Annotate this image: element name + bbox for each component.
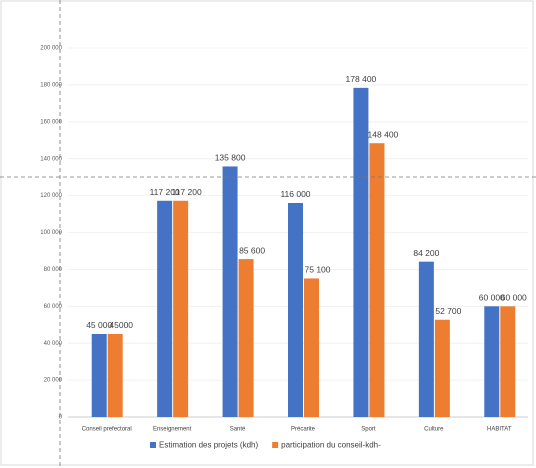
legend-label: Estimation des projets (kdh) xyxy=(159,441,258,450)
legend-swatch xyxy=(150,442,156,448)
value-label: 117 200 xyxy=(172,187,202,197)
bar xyxy=(173,200,189,417)
value-label: 45000 xyxy=(109,320,133,330)
y-tick-label: 180 000 xyxy=(40,82,62,88)
y-tick-label: 0 xyxy=(59,415,63,421)
bar xyxy=(304,278,319,417)
value-label: 85 600 xyxy=(239,245,265,255)
bar xyxy=(434,319,450,417)
value-label: 135 800 xyxy=(215,153,246,163)
x-tick-label: Précarite xyxy=(291,427,316,433)
legend-swatch xyxy=(272,442,279,448)
value-label: 60 000 xyxy=(479,293,505,303)
value-label: 84 200 xyxy=(413,248,439,258)
bar xyxy=(500,306,516,417)
bar xyxy=(418,261,434,417)
y-tick-label: 120 000 xyxy=(40,193,62,199)
x-tick-label: HABITAT xyxy=(487,427,512,433)
bar xyxy=(107,333,123,417)
x-tick-label: Sport xyxy=(361,427,376,433)
value-label: 116 000 xyxy=(280,189,310,199)
value-label: 75 100 xyxy=(305,265,331,275)
value-label: 117 200 xyxy=(150,187,180,197)
value-label: 52 700 xyxy=(435,306,461,316)
bar xyxy=(353,87,369,418)
value-label: 178 400 xyxy=(346,74,377,84)
bar xyxy=(238,259,254,417)
value-label: 60 000 xyxy=(501,293,527,303)
y-tick-label: 60 000 xyxy=(44,304,63,310)
value-label: 45 000 xyxy=(86,320,112,330)
bar xyxy=(157,200,173,417)
bar xyxy=(91,333,107,417)
bar xyxy=(484,306,500,417)
legend-label: participation du conseil-kdh- xyxy=(281,441,381,450)
y-tick-label: 140 000 xyxy=(40,156,62,162)
x-tick-label: Enseignement xyxy=(153,427,192,433)
x-tick-label: Conseil prefectoral xyxy=(82,427,132,433)
bar xyxy=(222,166,238,417)
grid: 0 20 000 40 000 60 000 80 000 100 000 120 000 1… xyxy=(40,46,528,421)
y-tick-label: 160 000 xyxy=(40,119,62,125)
y-tick-label: 100 000 xyxy=(40,230,62,236)
y-tick-label: 40 000 xyxy=(44,341,63,347)
x-tick-label: Culture xyxy=(424,427,444,433)
bar xyxy=(369,143,385,417)
value-label: 148 400 xyxy=(368,129,399,139)
y-tick-label: 80 000 xyxy=(44,267,63,273)
y-tick-label: 200 000 xyxy=(40,46,62,52)
bar xyxy=(288,202,303,417)
y-tick-label: 20 000 xyxy=(44,378,63,384)
x-tick-label: Santé xyxy=(230,427,246,433)
